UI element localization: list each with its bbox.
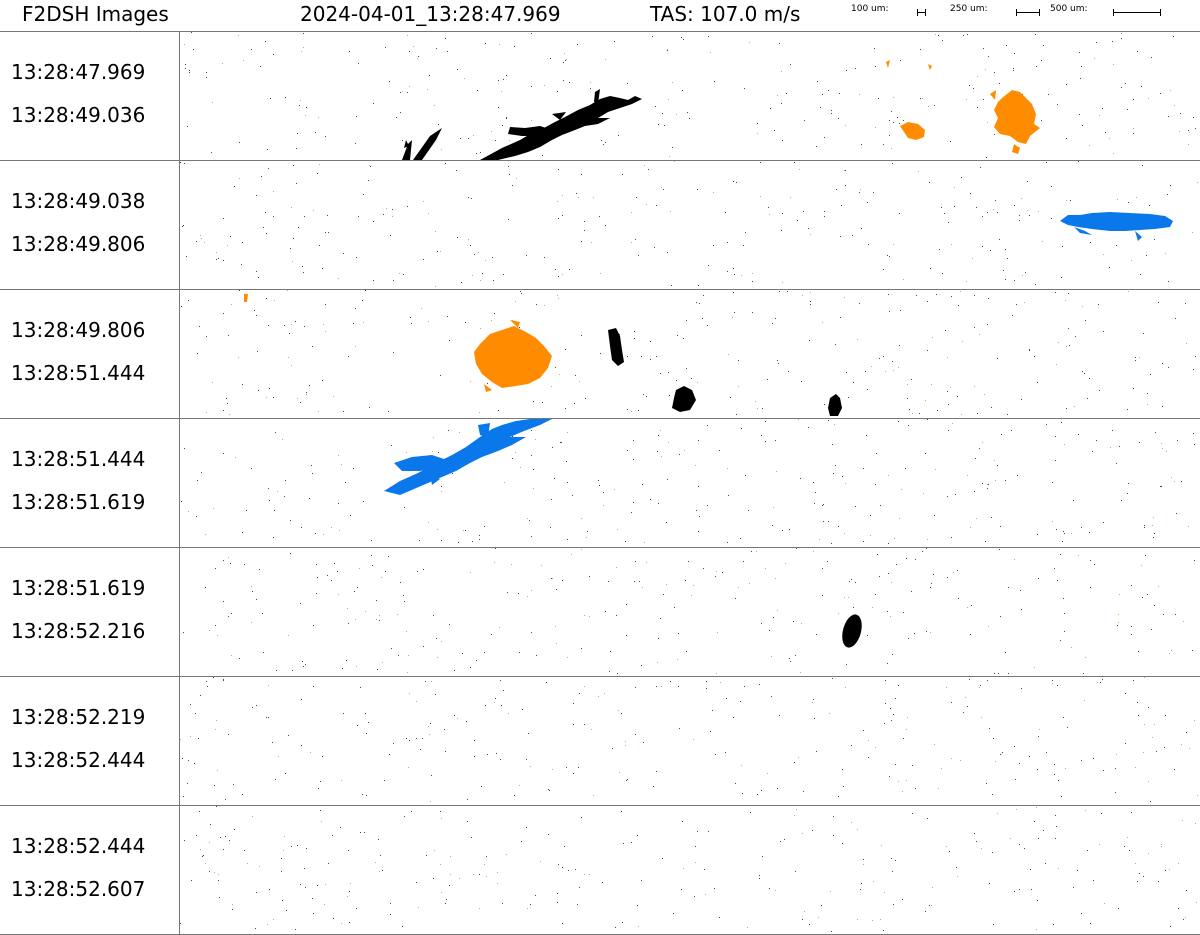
strip-start-time: 13:28:49.806	[11, 318, 146, 342]
strip-start-time: 13:28:47.969	[11, 60, 146, 84]
divider	[0, 805, 1200, 806]
noise-pixels	[180, 806, 1197, 932]
strip-start-time: 13:28:52.444	[11, 834, 146, 858]
true-airspeed: TAS: 107.0 m/s	[650, 2, 801, 26]
strip-end-time: 13:28:52.444	[11, 748, 146, 772]
strip-end-time: 13:28:51.444	[11, 361, 146, 385]
time-column: 13:28:51.619 13:28:52.216	[0, 548, 180, 677]
scale-bar-100	[917, 9, 926, 16]
strip-start-time: 13:28:51.619	[11, 576, 146, 600]
ice-crystal-black	[402, 89, 642, 160]
particle-image-area	[180, 806, 1200, 935]
droplet-black	[842, 614, 862, 648]
divider	[0, 676, 1200, 677]
strip-end-time: 13:28:49.806	[11, 232, 146, 256]
scale-bar-250	[1016, 9, 1040, 16]
particle-image-area	[180, 290, 1200, 419]
image-strip: 13:28:51.619 13:28:52.216	[0, 548, 1200, 677]
strip-start-time: 13:28:49.038	[11, 189, 146, 213]
noise-pixels	[184, 32, 1196, 158]
image-strip: 13:28:49.038 13:28:49.806	[0, 161, 1200, 290]
page-title: F2DSH Images	[22, 2, 169, 26]
divider	[0, 418, 1200, 419]
noise-pixels	[180, 677, 1198, 802]
strip-end-time: 13:28:52.607	[11, 877, 146, 901]
time-column: 13:28:52.219 13:28:52.444	[0, 677, 180, 806]
particle-image-area	[180, 677, 1200, 806]
image-strip: 13:28:52.444 13:28:52.607	[0, 806, 1200, 935]
strip-end-time: 13:28:51.619	[11, 490, 146, 514]
ice-particle-blue	[1060, 212, 1173, 241]
scale-label-250: 250 um:	[950, 4, 988, 14]
scale-label-500: 500 um:	[1050, 4, 1088, 14]
noise-pixels	[181, 419, 1195, 544]
image-strip: 13:28:52.219 13:28:52.444	[0, 677, 1200, 806]
ice-particle-black	[608, 328, 842, 416]
time-column: 13:28:49.038 13:28:49.806	[0, 161, 180, 290]
particle-image-area	[180, 32, 1200, 161]
divider	[0, 31, 1200, 32]
divider	[0, 547, 1200, 548]
image-strip: 13:28:47.969 13:28:49.036	[0, 32, 1200, 161]
scale-bar-500	[1113, 9, 1161, 16]
ice-particle-orange	[886, 60, 1040, 154]
time-column: 13:28:51.444 13:28:51.619	[0, 419, 180, 548]
particle-image-area	[180, 548, 1200, 677]
image-strip: 13:28:49.806 13:28:51.444	[0, 290, 1200, 419]
noise-pixels	[183, 548, 1195, 674]
strip-end-time: 13:28:52.216	[11, 619, 146, 643]
ice-crystal-blue	[384, 419, 552, 495]
divider	[0, 289, 1200, 290]
particle-image-area	[180, 419, 1200, 548]
noise-pixels	[180, 161, 1198, 287]
image-strip: 13:28:51.444 13:28:51.619	[0, 419, 1200, 548]
time-column: 13:28:49.806 13:28:51.444	[0, 290, 180, 419]
divider	[0, 160, 1200, 161]
ice-particle-orange	[244, 294, 552, 392]
strip-start-time: 13:28:52.219	[11, 705, 146, 729]
timestamp: 2024-04-01_13:28:47.969	[300, 2, 561, 26]
scale-label-100: 100 um:	[851, 4, 889, 14]
time-column: 13:28:52.444 13:28:52.607	[0, 806, 180, 935]
time-column: 13:28:47.969 13:28:49.036	[0, 32, 180, 161]
header: F2DSH Images 2024-04-01_13:28:47.969 TAS…	[0, 0, 1200, 32]
particle-image-area	[180, 161, 1200, 290]
strip-start-time: 13:28:51.444	[11, 447, 146, 471]
strip-end-time: 13:28:49.036	[11, 103, 146, 127]
